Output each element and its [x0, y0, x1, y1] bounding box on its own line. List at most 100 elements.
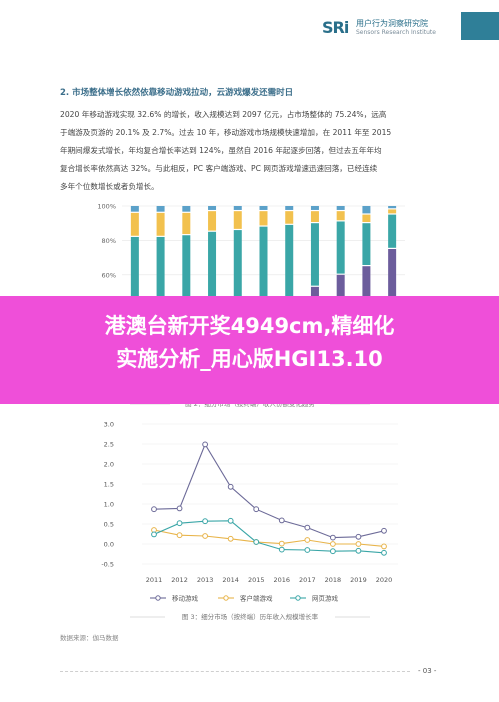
growth-point: [227, 535, 234, 542]
growth-point: [202, 441, 209, 448]
paragraph-line: 2020 年移动游戏实现 32.6% 的增长，收入规模达到 2097 亿元，占市…: [60, 110, 387, 119]
share-bar-web: [130, 212, 139, 236]
growth-point: [381, 549, 387, 556]
growth-point: [304, 524, 311, 531]
growth-y-tick-label: 2.5: [104, 441, 114, 449]
legend-label: 移动游戏: [172, 594, 199, 603]
growth-point: [381, 543, 387, 550]
share-bar-other: [130, 206, 139, 212]
share-bar-client: [362, 223, 371, 265]
growth-point: [329, 548, 336, 555]
share-bar-other: [233, 206, 242, 210]
growth-point: [329, 541, 336, 547]
share-bar-client: [310, 223, 319, 286]
growth-y-tick-label: 1.5: [104, 481, 114, 489]
growth-x-tick-label: 2019: [350, 576, 367, 584]
share-bar-other: [156, 206, 165, 212]
institute-name-cn: 用户行为洞察研究院: [356, 19, 428, 28]
share-bar-client: [233, 230, 242, 336]
growth-point: [355, 533, 362, 540]
growth-point: [381, 527, 387, 534]
institute-logo: SRi 用户行为洞察研究院 Sensors Research Institute: [322, 18, 452, 42]
growth-point: [304, 537, 311, 543]
growth-y-tick-label: 2.0: [104, 461, 114, 469]
share-bar-client: [259, 226, 268, 312]
paragraph-line: 于端游及页游的 20.1% 及 2.7%。过去 10 年，移动游戏市场规模快速增…: [60, 128, 392, 137]
growth-point: [202, 533, 209, 539]
share-bar-other: [285, 206, 294, 210]
growth-point: [176, 532, 183, 539]
growth-x-tick-label: 2012: [171, 576, 188, 584]
growth-point: [278, 517, 285, 524]
share-bar-client: [336, 221, 345, 274]
legend-marker: [155, 595, 161, 601]
share-bar-other: [362, 206, 371, 214]
legend-marker: [295, 595, 301, 601]
growth-point: [253, 539, 260, 545]
growth-point: [278, 546, 285, 553]
sri-logo-mark: SRi: [322, 18, 349, 37]
growth-x-tick-label: 2015: [248, 576, 265, 584]
growth-point: [151, 506, 157, 513]
growth-x-tick-label: 2011: [146, 576, 163, 584]
growth-point: [176, 505, 183, 512]
institute-name-en: Sensors Research Institute: [356, 29, 436, 36]
share-bar-web: [388, 209, 397, 214]
overlay-line-1: 港澳台新开奖4949cm,精细化: [104, 314, 395, 338]
growth-y-tick-label: 3.0: [104, 421, 114, 429]
share-bar-web: [310, 211, 319, 222]
data-source: 数据来源：伽马数据: [60, 634, 119, 642]
growth-line: [153, 529, 385, 547]
growth-y-tick-label: 1.0: [104, 501, 114, 509]
share-bar-other: [182, 206, 191, 212]
page-number: - 03 -: [418, 667, 437, 675]
growth-x-tick-label: 2014: [222, 576, 239, 584]
paragraph-line: 多年个位数增长或者负增长。: [60, 182, 159, 191]
growth-point: [355, 547, 362, 554]
paragraph-line: 年期间爆发式增长，年均复合增长率达到 124%，虽然自 2016 年起逐步回落，…: [60, 146, 382, 155]
share-y-tick-label: 100%: [97, 203, 116, 211]
growth-point: [253, 506, 260, 513]
overlay-line-2: 实施分析_用心版HGI13.10: [116, 347, 383, 371]
legend-marker: [223, 595, 229, 601]
growth-point: [227, 517, 234, 524]
share-bar-web: [208, 211, 217, 231]
promo-overlay-banner: [0, 296, 499, 404]
footer-divider: [60, 671, 410, 673]
share-bar-web: [182, 212, 191, 235]
share-bar-other: [259, 206, 268, 210]
growth-y-tick-label: 0.5: [104, 521, 114, 529]
growth-x-tick-label: 2016: [274, 576, 291, 584]
share-bar-web: [259, 211, 268, 226]
growth-chart-caption: 图 3：细分市场（按终端）历年收入规模增长率: [182, 612, 319, 621]
growth-point: [227, 483, 234, 490]
growth-point: [329, 534, 336, 541]
header-accent-tab: [461, 12, 499, 40]
share-bar-other: [208, 206, 217, 210]
share-bar-web: [285, 211, 294, 224]
share-bar-web: [233, 211, 242, 229]
paragraph-line: 复合增长率依然高达 32%。与此相反，PC 客户端游戏、PC 网页游戏增速迅速回…: [60, 164, 378, 173]
growth-y-tick-label: -0.5: [101, 561, 114, 569]
growth-x-tick-label: 2018: [325, 576, 342, 584]
growth-point: [202, 518, 209, 525]
growth-x-tick-label: 2020: [376, 576, 393, 584]
growth-point: [304, 547, 311, 553]
share-bar-client: [208, 231, 217, 351]
share-bar-other: [336, 206, 345, 210]
share-bar-web: [156, 212, 165, 236]
growth-line: [153, 520, 385, 554]
section-title: 2. 市场整体增长依然依靠移动游戏拉动，云游戏爆发还需时日: [60, 88, 294, 98]
growth-x-tick-label: 2017: [299, 576, 316, 584]
growth-y-tick-label: 0.0: [104, 541, 114, 549]
share-bar-client: [388, 214, 397, 248]
growth-point: [151, 531, 157, 538]
growth-point: [176, 520, 183, 527]
body-paragraph: 2020 年移动游戏实现 32.6% 的增长，收入规模达到 2097 亿元，占市…: [60, 106, 445, 196]
growth-point: [355, 541, 362, 547]
legend-label: 客户端游戏: [240, 594, 273, 603]
growth-point: [278, 540, 285, 547]
legend-label: 网页游戏: [312, 594, 339, 603]
share-bar-other: [388, 206, 397, 209]
